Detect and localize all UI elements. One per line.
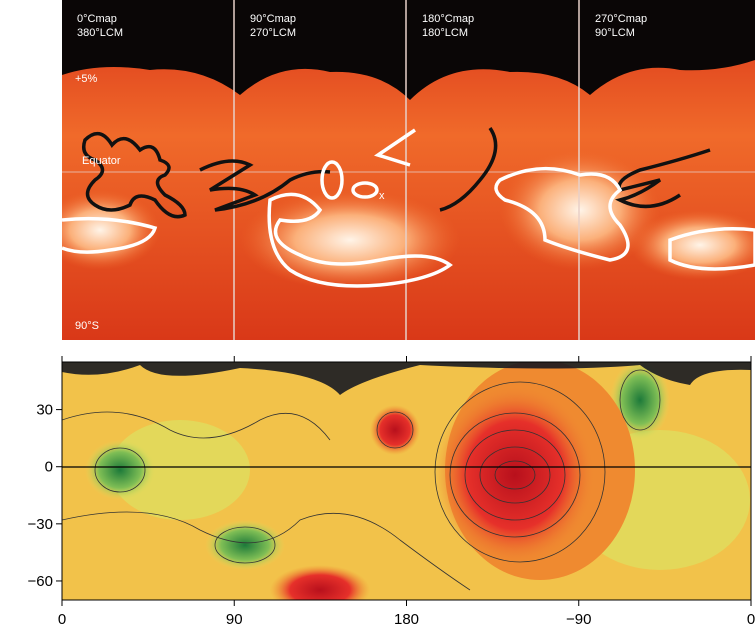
longitude-label: 90°Cmap: [250, 13, 296, 25]
longitude-label: 180°LCM: [422, 27, 468, 39]
contour-map: [62, 360, 751, 615]
y-tick-label: −60: [28, 573, 53, 590]
longitude-label: 270°LCM: [250, 27, 296, 39]
longitude-label: 180°Cmap: [422, 13, 474, 25]
x-tick-label: 0: [58, 611, 66, 628]
figure: 0°Cmap 380°LCM 90°Cmap 270°LCM 180°Cmap 180°L…: [0, 0, 755, 629]
longitude-label: 90°LCM: [595, 27, 635, 39]
x-tick-label: 180: [394, 611, 419, 628]
x-tick-label: 90: [226, 611, 243, 628]
panel-label: Equator: [82, 155, 121, 167]
x-tick-label: 0: [747, 611, 755, 628]
longitude-label: 380°LCM: [77, 27, 123, 39]
longitude-label: 270°Cmap: [595, 13, 647, 25]
panel-label: 90°S: [75, 320, 99, 332]
page: {"chart_data": [ {"type": "image", "long…: [0, 0, 755, 629]
panel-label: x: [379, 190, 385, 202]
x-tick-label: −90: [566, 611, 591, 628]
top-panel: [40, 0, 755, 340]
y-tick-label: 30: [36, 402, 53, 419]
y-tick-label: −30: [28, 516, 53, 533]
y-tick-label: 0: [45, 459, 53, 476]
longitude-label: 0°Cmap: [77, 13, 117, 25]
panel-label: +5%: [75, 73, 98, 85]
